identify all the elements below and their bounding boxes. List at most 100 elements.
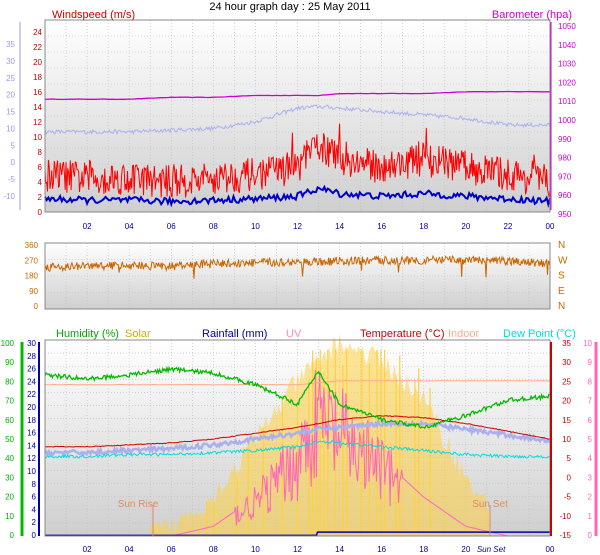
uv-tick-label: 5 xyxy=(588,435,593,444)
x-tick-label: 18 xyxy=(419,222,428,231)
x-tick-label: 12 xyxy=(293,222,302,231)
rain-tick-label: 8 xyxy=(32,480,37,489)
rain-tick-label: 0 xyxy=(32,531,37,540)
x-tick-label: 02 xyxy=(83,222,92,231)
uv-tick-label: 7 xyxy=(588,397,593,406)
other-tick-label: 0 xyxy=(11,158,16,167)
windspeed-tick-label: 20 xyxy=(33,58,42,67)
humidity-tick-label: 50 xyxy=(5,435,14,444)
barometer-tick-label: 950 xyxy=(558,210,572,219)
legend-rainfall: Rainfall (mm) xyxy=(202,328,267,340)
x-tick-label: 10 xyxy=(251,545,260,554)
temperature-tick-label: 5 xyxy=(567,454,572,463)
humidity-tick-label: 0 xyxy=(10,531,15,540)
humidity-tick-label: 90 xyxy=(5,358,14,367)
barometer-tick-label: 1030 xyxy=(558,60,576,69)
humidity-tick-label: 80 xyxy=(5,377,14,386)
barometer-tick-label: 1010 xyxy=(558,97,576,106)
x-tick-label: 14 xyxy=(335,222,344,231)
uv-tick-label: 9 xyxy=(588,358,593,367)
humidity-tick-label: 40 xyxy=(5,454,14,463)
windspeed-tick-label: 16 xyxy=(33,88,42,97)
windspeed-tick-label: 8 xyxy=(38,148,43,157)
direction-panel-border xyxy=(44,242,551,310)
lavender-series xyxy=(44,417,552,458)
other-tick-label: -5 xyxy=(8,175,16,184)
windspeed-tick-label: 10 xyxy=(33,133,42,142)
temperature-tick-label: -15 xyxy=(559,531,571,540)
sun-rise-label: Sun Rise xyxy=(118,499,159,510)
dew-point-series xyxy=(44,440,551,459)
other-tick-label: 25 xyxy=(6,74,15,83)
x-tick-label: 16 xyxy=(377,545,386,554)
uv-tick-label: 4 xyxy=(588,454,593,463)
barometer-tick-label: 990 xyxy=(558,135,572,144)
rain-tick-label: 2 xyxy=(32,518,37,527)
legend-indoor: Indoor xyxy=(448,328,480,340)
x-tick-label: 12 xyxy=(293,545,302,554)
windspeed-tick-label: 4 xyxy=(38,178,43,187)
rain-tick-label: 10 xyxy=(27,467,36,476)
sun-set-label: Sun Set xyxy=(472,499,508,510)
rain-tick-label: 22 xyxy=(27,390,36,399)
rain-tick-label: 4 xyxy=(32,505,37,514)
windspeed-tick-label: 22 xyxy=(33,43,42,52)
x-tick-label: 16 xyxy=(377,222,386,231)
humidity-tick-label: 30 xyxy=(5,473,14,482)
uv-tick-label: 8 xyxy=(588,377,593,386)
windspeed-tick-label: 14 xyxy=(33,103,42,112)
x-tick-label: 00 xyxy=(546,545,555,554)
sunset-axis-label: Sun Set xyxy=(477,545,506,554)
x-tick-label: 22 xyxy=(503,222,512,231)
legend-temperature: Temperature (°C) xyxy=(360,328,444,340)
windspeed-tick-label: 18 xyxy=(33,73,42,82)
climate-series-group xyxy=(44,333,552,537)
barometer-tick-label: 1020 xyxy=(558,78,576,87)
direction-tick-label: 360 xyxy=(25,241,39,250)
humidity-series xyxy=(44,365,551,430)
temperature-tick-label: 35 xyxy=(562,339,571,348)
temperature-tick-label: 25 xyxy=(562,377,571,386)
temperature-tick-label: -10 xyxy=(559,512,571,521)
uv-tick-label: 3 xyxy=(588,473,593,482)
windspeed-tick-label: 24 xyxy=(33,28,42,37)
direction-tick-label: 180 xyxy=(25,272,39,281)
x-tick-label: 08 xyxy=(209,222,218,231)
windspeed-tick-label: 2 xyxy=(38,193,43,202)
barometer-tick-label: 1050 xyxy=(558,22,576,31)
humidity-tick-label: 10 xyxy=(5,512,14,521)
windspeed-tick-label: 0 xyxy=(38,208,43,217)
other-tick-label: 30 xyxy=(6,57,15,66)
other-tick-label: 35 xyxy=(6,40,15,49)
wind-panel-border xyxy=(44,19,551,213)
temperature-tick-label: 15 xyxy=(562,416,571,425)
other-tick-label: 20 xyxy=(6,91,15,100)
other-tick-label: -10 xyxy=(3,192,15,201)
wind-series-group xyxy=(44,90,551,208)
uv-tick-label: 0 xyxy=(588,531,593,540)
humidity-tick-label: 60 xyxy=(5,416,14,425)
temperature-tick-label: 0 xyxy=(567,473,572,482)
legend-humidity: Humidity (%) xyxy=(56,328,119,340)
x-tick-label: 20 xyxy=(461,222,470,231)
windspeed-tick-label: 12 xyxy=(33,118,42,127)
barometer-tick-label: 960 xyxy=(558,191,572,200)
barometer-tick-label: 1040 xyxy=(558,41,576,50)
rain-tick-label: 20 xyxy=(27,403,36,412)
rain-tick-label: 6 xyxy=(32,493,37,502)
barometer-tick-label: 980 xyxy=(558,154,572,163)
x-tick-label: 00 xyxy=(546,222,555,231)
humidity-tick-label: 20 xyxy=(5,493,14,502)
windspeed-axis-title: Windspeed (m/s) xyxy=(52,9,135,21)
compass-label: W xyxy=(558,255,568,266)
direction-tick-label: 270 xyxy=(25,256,39,265)
x-tick-label: 14 xyxy=(335,545,344,554)
temperature-tick-label: 30 xyxy=(562,358,571,367)
uv-tick-label: 6 xyxy=(588,416,593,425)
barometer-axis-title: Barometer (hpa) xyxy=(492,9,572,21)
rain-tick-label: 24 xyxy=(27,377,36,386)
temperature-lavender-series xyxy=(44,104,551,136)
compass-label: E xyxy=(558,286,565,297)
other-tick-label: 10 xyxy=(6,124,15,133)
